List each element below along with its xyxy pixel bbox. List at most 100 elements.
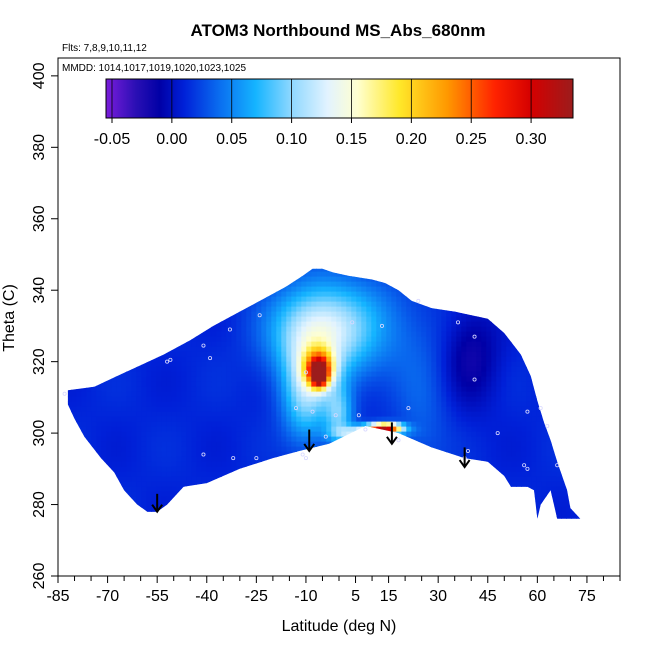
field-cell [491,397,497,403]
field-cell [491,502,497,508]
field-cell [336,372,342,378]
field-cell [301,497,307,503]
field-cell [221,317,227,323]
field-cell [521,507,527,513]
field-cell [261,392,267,398]
field-cell [361,437,367,443]
field-cell [286,517,292,523]
field-cell [121,437,127,443]
field-cell [466,402,472,408]
field-cell [206,267,212,273]
field-cell [266,392,272,398]
field-cell [251,517,257,523]
field-cell [256,292,262,298]
field-cell [141,432,147,438]
field-cell [171,437,177,443]
field-cell [146,362,152,368]
field-cell [176,287,182,293]
field-cell [216,377,222,383]
field-cell [276,282,282,288]
field-cell [436,402,442,408]
field-cell [271,387,277,393]
field-cell [216,507,222,513]
field-cell [106,442,112,448]
field-cell [401,512,407,518]
field-cell [201,507,207,513]
field-cell [236,497,242,503]
field-cell [96,382,102,388]
field-cell [476,297,482,303]
field-cell [311,337,317,343]
field-cell [211,467,217,473]
field-cell [226,457,232,463]
field-cell [436,447,442,453]
field-cell [141,502,147,508]
field-cell [181,487,187,493]
field-cell [321,352,327,358]
field-cell [91,482,97,488]
field-cell [356,267,362,273]
field-cell [256,362,262,368]
field-cell [521,292,527,298]
field-cell [251,287,257,293]
field-cell [281,407,287,413]
field-cell [436,347,442,353]
field-cell [431,382,437,388]
field-cell [446,417,452,423]
field-cell [311,452,317,458]
field-cell [486,377,492,383]
field-cell [266,372,272,378]
field-cell [326,422,332,428]
field-cell [271,497,277,503]
field-cell [201,287,207,293]
field-cell [411,457,417,463]
field-cell [396,287,402,293]
field-cell [196,282,202,288]
field-cell [111,312,117,318]
field-cell [116,347,122,353]
field-cell [426,322,432,328]
field-cell [316,277,322,283]
field-cell [181,402,187,408]
field-cell [386,512,392,518]
field-cell [426,267,432,273]
field-cell [291,422,297,428]
field-cell [241,357,247,363]
field-cell [146,407,152,413]
field-cell [61,522,67,528]
field-cell [436,382,442,388]
field-cell [106,482,112,488]
field-cell [486,467,492,473]
field-cell [216,402,222,408]
field-cell [376,337,382,343]
field-cell [141,402,147,408]
field-cell [76,472,82,478]
field-cell [411,487,417,493]
field-cell [346,512,352,518]
field-cell [136,467,142,473]
field-cell [491,297,497,303]
field-cell [521,342,527,348]
field-cell [136,482,142,488]
field-cell [66,512,72,518]
field-cell [461,432,467,438]
field-cell [216,437,222,443]
field-cell [116,462,122,468]
field-cell [231,312,237,318]
field-cell [426,417,432,423]
field-cell [101,292,107,298]
field-cell [231,402,237,408]
field-cell [306,472,312,478]
field-cell [431,402,437,408]
field-cell [261,307,267,313]
field-cell [66,322,72,328]
field-cell [166,512,172,518]
field-cell [401,307,407,313]
field-cell [396,472,402,478]
field-cell [221,477,227,483]
field-cell [61,472,67,478]
field-cell [266,362,272,368]
field-cell [71,387,77,393]
field-cell [91,407,97,413]
field-cell [401,387,407,393]
